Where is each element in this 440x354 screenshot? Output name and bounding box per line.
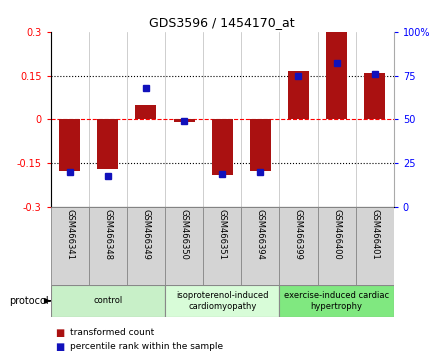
Bar xyxy=(174,120,194,122)
Text: GSM466341: GSM466341 xyxy=(65,210,74,260)
Bar xyxy=(318,207,356,285)
Text: GSM466399: GSM466399 xyxy=(294,210,303,260)
Text: GSM466400: GSM466400 xyxy=(332,210,341,260)
Text: GSM466350: GSM466350 xyxy=(180,210,189,260)
Bar xyxy=(59,120,80,171)
Text: protocol: protocol xyxy=(9,296,49,306)
Bar xyxy=(250,120,271,171)
Bar xyxy=(203,207,241,285)
Text: GSM466348: GSM466348 xyxy=(103,210,112,261)
Bar xyxy=(51,285,165,317)
Text: percentile rank within the sample: percentile rank within the sample xyxy=(70,342,224,352)
Bar xyxy=(364,73,385,120)
Text: ■: ■ xyxy=(55,328,64,338)
Text: GSM466401: GSM466401 xyxy=(370,210,379,260)
Title: GDS3596 / 1454170_at: GDS3596 / 1454170_at xyxy=(150,16,295,29)
Bar xyxy=(136,105,157,120)
Bar xyxy=(326,32,347,120)
Bar xyxy=(97,120,118,169)
Text: isoproterenol-induced
cardiomyopathy: isoproterenol-induced cardiomyopathy xyxy=(176,291,268,310)
Bar xyxy=(212,120,233,175)
Bar xyxy=(356,207,394,285)
Bar xyxy=(89,207,127,285)
Bar xyxy=(127,207,165,285)
Bar xyxy=(165,207,203,285)
Text: exercise-induced cardiac
hypertrophy: exercise-induced cardiac hypertrophy xyxy=(284,291,389,310)
Bar xyxy=(288,71,309,120)
Text: GSM466351: GSM466351 xyxy=(218,210,227,260)
Text: ■: ■ xyxy=(55,342,64,352)
Text: GSM466394: GSM466394 xyxy=(256,210,265,260)
Bar xyxy=(279,285,394,317)
Bar xyxy=(51,207,89,285)
Text: transformed count: transformed count xyxy=(70,328,154,337)
Bar xyxy=(241,207,279,285)
Text: GSM466349: GSM466349 xyxy=(141,210,150,260)
Bar xyxy=(165,285,279,317)
Text: control: control xyxy=(93,296,122,306)
Bar xyxy=(279,207,318,285)
